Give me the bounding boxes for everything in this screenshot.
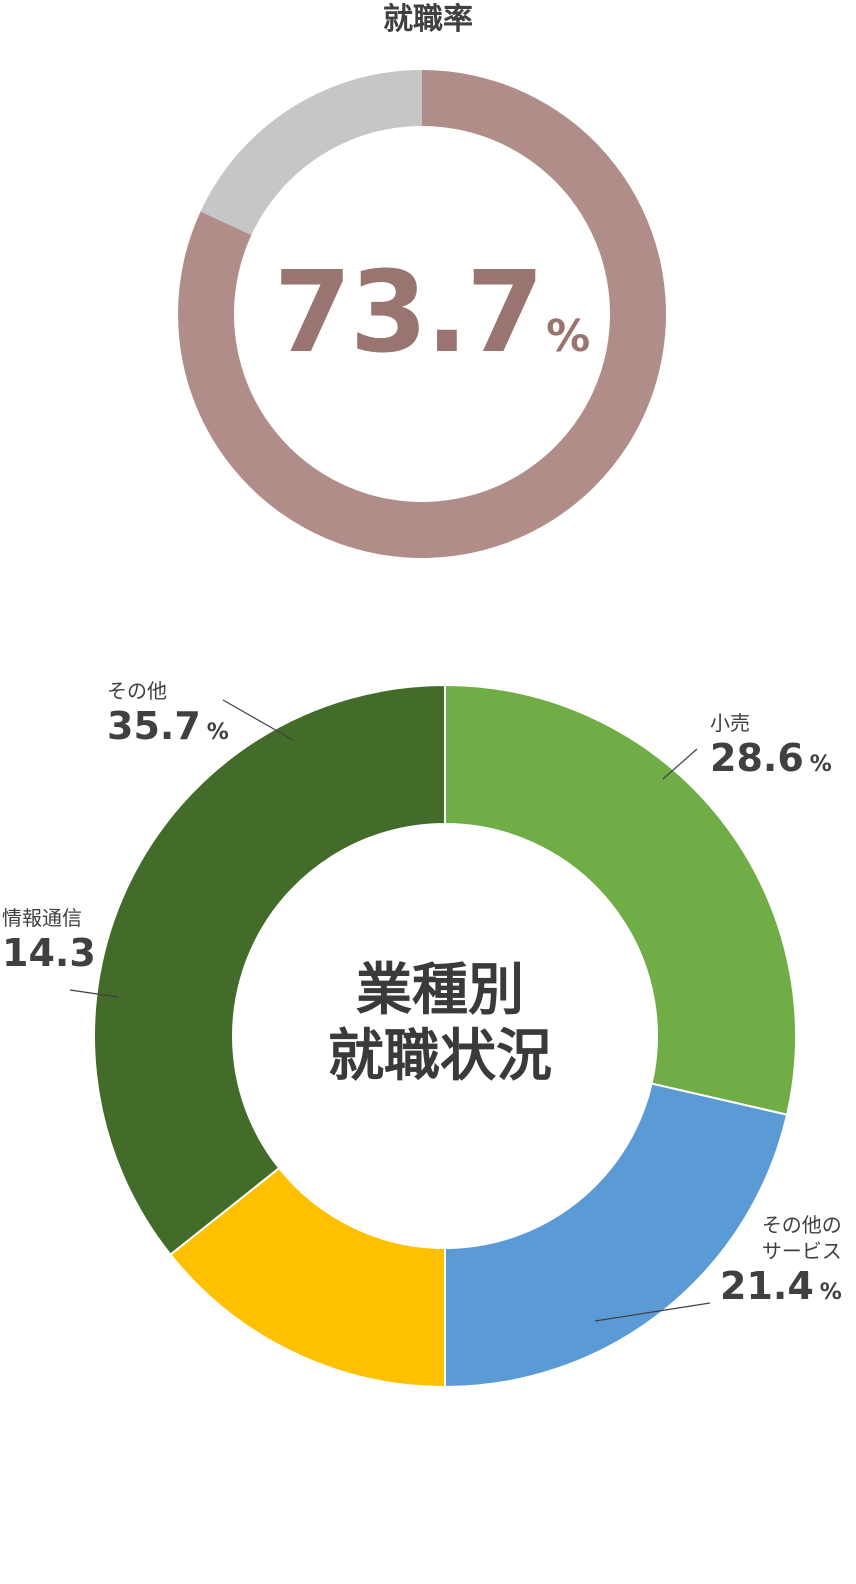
label-other-name: その他 xyxy=(107,679,167,703)
industry-donut xyxy=(93,683,797,1389)
industry-slice-2 xyxy=(168,1166,446,1389)
label-other-service-unit: % xyxy=(819,1280,842,1305)
leader-line-retail xyxy=(662,748,698,780)
leader-line-other xyxy=(222,699,294,741)
label-other-service-name2: サービス xyxy=(761,1239,842,1263)
label-retail: 小売 28.6% xyxy=(710,710,832,787)
label-other-service-name1: その他の xyxy=(761,1213,842,1237)
label-other-service: その他の サービス 21.4% xyxy=(720,1212,842,1315)
employment-rate-value: 73.7% xyxy=(262,248,602,378)
leader-line-other-service xyxy=(594,1302,711,1322)
industry-slice-1 xyxy=(443,1082,789,1389)
label-other-value: 35.7 xyxy=(107,704,201,748)
leader-line-it xyxy=(69,989,119,998)
employment-rate-donut xyxy=(178,70,666,559)
employment-rate-number: 73.7 xyxy=(273,248,544,378)
label-retail-unit: % xyxy=(809,752,832,777)
label-it: 情報通信 14.3 xyxy=(2,905,96,975)
label-retail-name: 小売 xyxy=(710,711,750,735)
industry-slice-0 xyxy=(444,683,797,1116)
leader-lines xyxy=(69,699,711,1322)
employment-rate-slice-1 xyxy=(200,70,422,236)
label-other-service-value: 21.4 xyxy=(720,1264,814,1308)
industry-title-line1: 業種別 xyxy=(356,958,524,1023)
employment-rate-unit: % xyxy=(546,311,591,362)
employment-rate-title: 就職率 xyxy=(383,2,473,37)
label-it-value: 14.3 xyxy=(2,931,96,975)
industry-center-title: 業種別 就職状況 xyxy=(280,958,600,1090)
label-it-name: 情報通信 xyxy=(2,906,82,930)
label-other-unit: % xyxy=(206,720,229,745)
industry-title-line2: 就職状況 xyxy=(328,1024,552,1089)
label-retail-value: 28.6 xyxy=(710,736,804,780)
industry-slice-3 xyxy=(93,683,447,1257)
label-other: その他 35.7% xyxy=(107,678,229,755)
